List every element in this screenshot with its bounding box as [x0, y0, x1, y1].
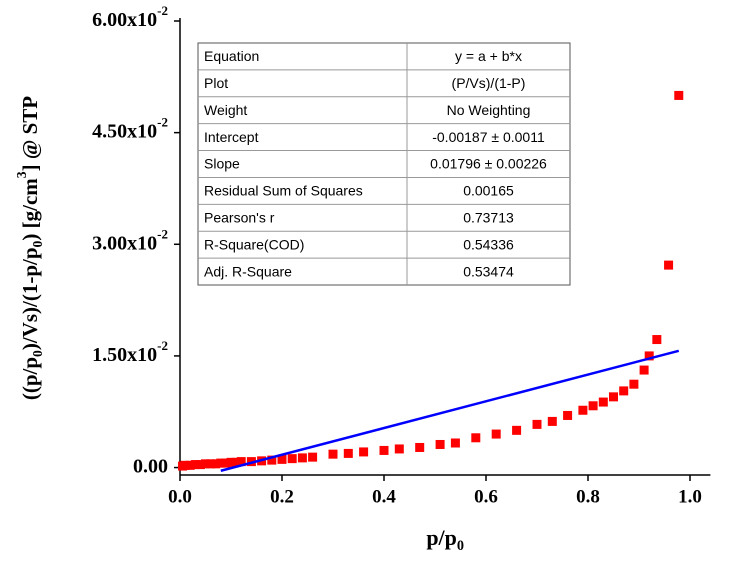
label-part: )/Vs)/(1-p/p: [18, 247, 42, 350]
data-point: [639, 365, 649, 375]
data-point: [435, 439, 445, 449]
table-label: Plot: [204, 75, 228, 91]
table-label: R-Square(COD): [204, 236, 304, 252]
data-point: [297, 453, 307, 463]
data-point: [512, 425, 522, 435]
data-point: [343, 448, 353, 458]
y-tick-label: 6.00x10-2: [92, 3, 168, 31]
table-label: Adj. R-Square: [204, 263, 292, 279]
data-point: [308, 452, 318, 462]
table-value: -0.00187 ± 0.0011: [432, 129, 545, 145]
label-part: 0: [30, 350, 45, 357]
data-point: [231, 457, 241, 467]
table-value: (P/Vs)/(1-P): [452, 75, 526, 91]
y-tick-label: 3.00x10-2: [92, 226, 168, 254]
table-value: 0.54336: [463, 236, 514, 252]
data-point: [652, 335, 662, 345]
label-part: ((p/p: [18, 357, 42, 400]
table-label: Pearson's r: [204, 209, 275, 225]
data-point: [563, 410, 573, 420]
x-tick-label: 0.2: [270, 486, 294, 507]
x-tick-label: 0.6: [474, 486, 498, 507]
data-point: [394, 444, 404, 454]
data-point: [185, 460, 195, 470]
label-part: ] @ STP: [18, 96, 42, 172]
x-tick-label: 0.4: [372, 486, 396, 507]
data-point: [471, 433, 481, 443]
table-value: 0.73713: [463, 209, 514, 225]
data-point: [674, 90, 684, 100]
table-value: 0.00165: [463, 183, 514, 199]
data-point: [226, 457, 236, 467]
y-tick-label-base: 0.00: [133, 455, 168, 477]
data-point: [267, 455, 277, 465]
y-tick-label-exponent: -2: [157, 338, 168, 353]
data-point: [201, 459, 210, 469]
y-tick-label-base: 1.50x10: [92, 344, 157, 366]
table-label: Residual Sum of Squares: [204, 183, 363, 199]
data-point: [211, 459, 221, 469]
label-part: p/p: [426, 525, 457, 550]
data-point: [216, 458, 226, 468]
data-point: [664, 260, 674, 270]
table-value: 0.53474: [463, 263, 514, 279]
y-tick-label-exponent: -2: [157, 115, 168, 130]
label-part: 0: [457, 538, 464, 554]
y-tick-label-exponent: -2: [157, 226, 168, 241]
data-point: [532, 419, 542, 429]
label-part: 3: [14, 171, 29, 178]
table-label: Intercept: [204, 129, 259, 145]
y-tick-label: 4.50x10-2: [92, 115, 168, 143]
stats-table-frame: [197, 42, 571, 286]
x-tick-label: 0.0: [168, 486, 192, 507]
table-label: Equation: [204, 48, 259, 64]
y-tick-label-base: 6.00x10: [92, 9, 157, 31]
data-point: [379, 445, 389, 455]
y-tick-label: 0.00: [133, 455, 168, 477]
data-point: [206, 459, 216, 469]
data-point: [287, 454, 297, 464]
table-value: 0.01796 ± 0.00226: [430, 156, 547, 172]
data-point: [221, 458, 231, 468]
data-point: [491, 429, 501, 439]
data-point: [588, 401, 598, 411]
data-point: [629, 379, 639, 389]
y-tick-label: 1.50x10-2: [92, 338, 168, 366]
data-point: [598, 397, 608, 407]
data-point: [450, 438, 460, 448]
y-tick-label-base: 3.00x10: [92, 232, 157, 254]
data-point: [328, 449, 338, 459]
data-point: [195, 460, 205, 470]
data-point: [236, 457, 246, 467]
label-part: ) [g/cm: [18, 178, 42, 241]
y-tick-label-base: 4.50x10: [92, 120, 157, 142]
data-point: [180, 460, 190, 470]
label-part: 0: [30, 240, 45, 247]
data-point: [359, 447, 369, 457]
data-point: [190, 460, 200, 470]
x-tick-label: 1.0: [678, 486, 702, 507]
y-axis-label: ((p/p0)/Vs)/(1-p/p0) [g/cm3] @ STP: [14, 96, 45, 400]
data-point: [277, 454, 287, 464]
fit-line: [220, 349, 680, 472]
data-point: [578, 405, 588, 415]
table-label: Slope: [204, 156, 240, 172]
data-point: [547, 416, 557, 426]
table-value: y = a + b*x: [455, 48, 522, 64]
x-tick-label: 0.8: [576, 486, 600, 507]
table-label: Weight: [204, 102, 247, 118]
data-point: [609, 392, 618, 402]
data-point: [415, 442, 425, 452]
data-point: [644, 351, 654, 361]
x-axis-label: p/p0: [426, 525, 464, 554]
table-value: No Weighting: [447, 102, 531, 118]
data-point: [619, 386, 629, 396]
y-tick-label-exponent: -2: [157, 3, 168, 18]
